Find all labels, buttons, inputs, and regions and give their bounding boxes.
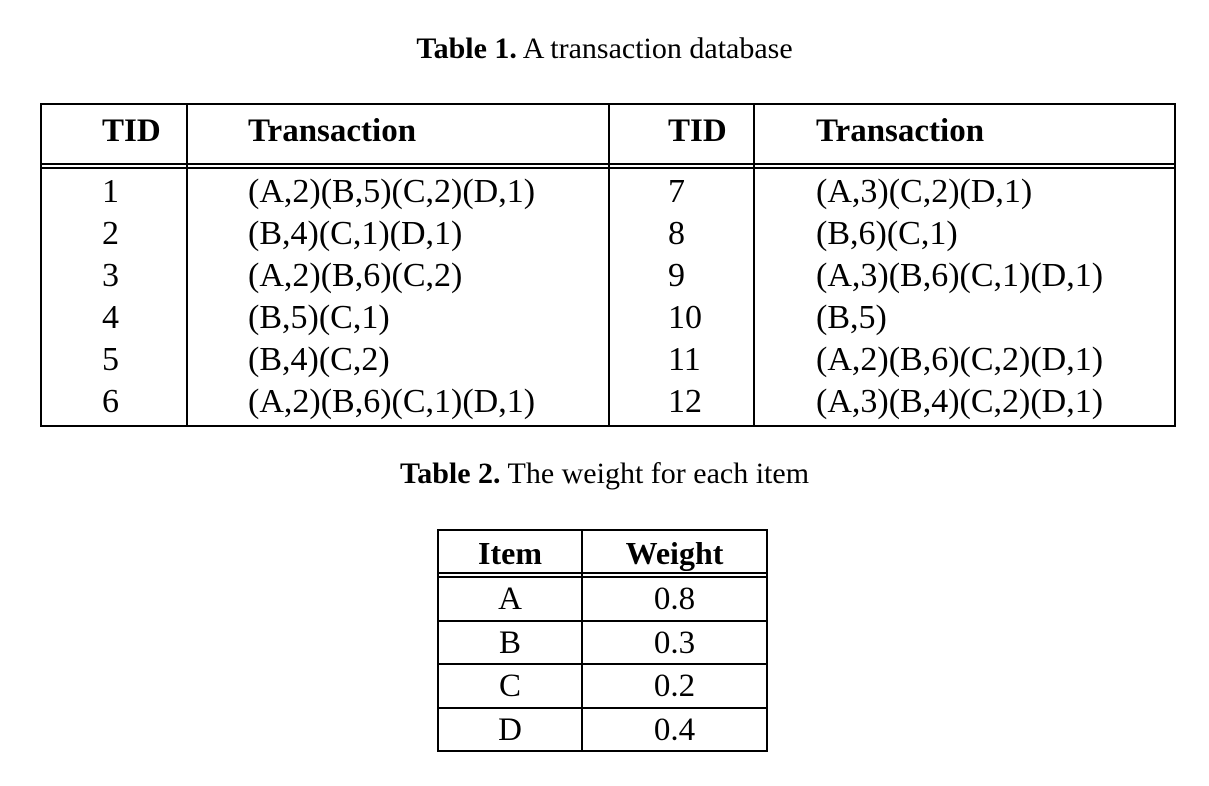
tid-cell: 8 xyxy=(668,215,685,252)
tid-cell: 10 xyxy=(668,299,702,336)
transaction-cell: (B,5)(C,1) xyxy=(248,299,390,336)
header-tid-left: TID xyxy=(102,113,161,149)
weight-cell: 0.3 xyxy=(653,625,696,661)
table1-caption: Table 1. A transaction database xyxy=(0,31,1209,67)
transaction-cell: (B,5) xyxy=(816,299,887,336)
transaction-cell: (A,3)(B,6)(C,1)(D,1) xyxy=(816,257,1104,294)
transaction-cell: (A,2)(B,6)(C,2)(D,1) xyxy=(816,341,1104,378)
transaction-cell: (B,4)(C,2) xyxy=(248,341,390,378)
tid-cell: 6 xyxy=(102,383,119,420)
tid-cell: 2 xyxy=(102,215,119,252)
tid-cell: 12 xyxy=(668,383,702,420)
item-cell: C xyxy=(498,668,521,704)
header-tid-right: TID xyxy=(668,113,727,149)
transaction-cell: (A,2)(B,6)(C,2) xyxy=(248,257,463,294)
table1-caption-text: A transaction database xyxy=(516,32,793,65)
weight-cell: 0.4 xyxy=(653,712,696,748)
weight-table: Item Weight A 0.8 B 0.3 C 0.2 D 0.4 xyxy=(437,529,768,752)
table1-header-rule xyxy=(42,167,1174,169)
table1-caption-label: Table 1. xyxy=(416,32,517,65)
transaction-cell: (A,3)(B,4)(C,2)(D,1) xyxy=(816,383,1104,420)
table2-row-rule xyxy=(439,663,766,665)
transaction-cell: (B,4)(C,1)(D,1) xyxy=(248,215,463,252)
tid-cell: 4 xyxy=(102,299,119,336)
header-transaction-right: Transaction xyxy=(816,113,985,149)
table2-caption-label: Table 2. xyxy=(399,457,501,490)
transaction-cell: (A,2)(B,5)(C,2)(D,1) xyxy=(248,173,536,210)
table2-header-rule xyxy=(439,572,766,574)
item-cell: B xyxy=(498,625,521,661)
transaction-cell: (A,3)(C,2)(D,1) xyxy=(816,173,1033,210)
header-item: Item xyxy=(478,535,542,571)
transaction-cell: (A,2)(B,6)(C,1)(D,1) xyxy=(248,383,536,420)
table2-row-rule xyxy=(439,620,766,622)
table2-row-rule xyxy=(439,707,766,709)
tid-cell: 9 xyxy=(668,257,685,294)
table2-caption: Table 2. The weight for each item xyxy=(0,456,1209,492)
table2-header-rule xyxy=(439,576,766,578)
header-transaction-left: Transaction xyxy=(248,113,417,149)
weight-cell: 0.2 xyxy=(653,668,696,704)
tid-cell: 3 xyxy=(102,257,119,294)
table1-divider xyxy=(753,105,755,425)
transaction-table: TID Transaction TID Transaction 1 (A,2)(B… xyxy=(40,103,1176,427)
tid-cell: 5 xyxy=(102,341,119,378)
table1-header-rule xyxy=(42,163,1174,165)
tid-cell: 7 xyxy=(668,173,685,210)
table1-divider xyxy=(608,105,610,425)
tid-cell: 1 xyxy=(102,173,119,210)
table1-divider xyxy=(186,105,188,425)
item-cell: A xyxy=(498,581,522,617)
table2-divider xyxy=(581,531,583,750)
item-cell: D xyxy=(498,712,522,748)
weight-cell: 0.8 xyxy=(653,581,696,617)
tid-cell: 11 xyxy=(668,341,701,378)
table2-caption-text: The weight for each item xyxy=(500,457,810,490)
header-weight: Weight xyxy=(625,535,724,571)
transaction-cell: (B,6)(C,1) xyxy=(816,215,958,252)
